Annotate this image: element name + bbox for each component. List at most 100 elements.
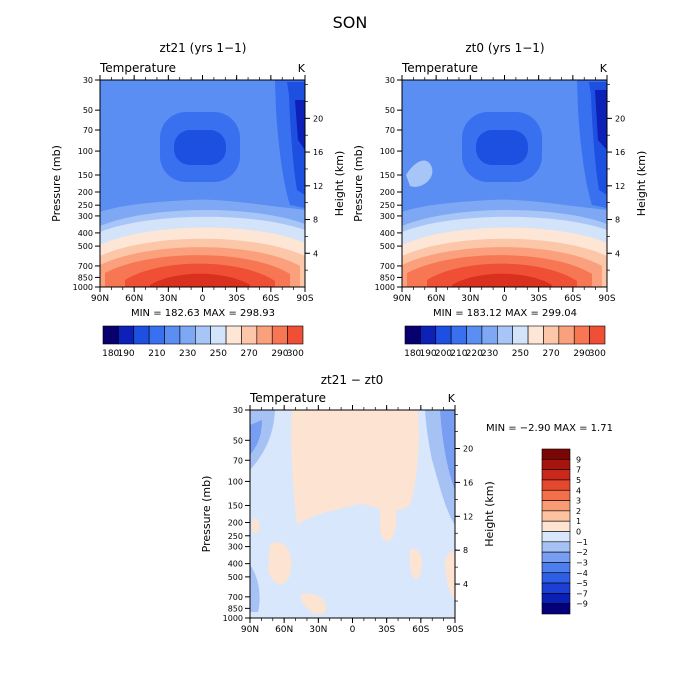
field-band-290 xyxy=(150,273,250,287)
colorbar-box xyxy=(466,325,483,345)
y-tick-label: 500 xyxy=(380,242,395,251)
colorbar-label: 190 xyxy=(117,349,134,359)
x-tick-label: 60N xyxy=(125,294,143,304)
y-tick-label: 30 xyxy=(83,76,93,85)
colorbar-box xyxy=(420,325,437,345)
colorbar-box xyxy=(404,325,421,345)
field-cold-core-inner xyxy=(174,130,226,165)
colorbar-label: 220 xyxy=(466,349,483,359)
y-tick-label: 70 xyxy=(233,456,243,465)
x-tick-label: 0 xyxy=(502,294,508,304)
colorbar-box xyxy=(558,325,575,345)
y-tick-label: 300 xyxy=(78,212,93,221)
y-tick-label: 50 xyxy=(83,106,93,115)
page-title: SON xyxy=(333,13,368,32)
panel-zt0-units: K xyxy=(600,62,608,75)
panel-diff-title: zt21 − zt0 xyxy=(321,373,384,387)
y-tick-label: 100 xyxy=(228,477,243,486)
colorbar-label: 180 xyxy=(404,349,421,359)
y-axis-label: Pressure (mb) xyxy=(200,476,213,553)
field-band-polar-190 xyxy=(295,100,305,150)
colorbar-label: 270 xyxy=(543,349,560,359)
y-tick-label: 300 xyxy=(228,543,243,552)
x-tick-label: 0 xyxy=(350,625,356,635)
y-tick-label: 500 xyxy=(78,242,93,251)
x-tick-label: 90S xyxy=(296,294,313,304)
panel-zt21-min-max: MIN = 182.63 MAX = 298.93 xyxy=(131,308,275,319)
colorbar-label: −7 xyxy=(576,589,588,598)
colorbar-label: 200 xyxy=(435,349,452,359)
colorbar-label: 290 xyxy=(271,349,288,359)
colorbar-label: 5 xyxy=(576,476,581,485)
panel-diff: zt21 − zt0 Temperature K 90N 60N 30N 0 30S 60… xyxy=(200,373,613,635)
field-band-blob-4 xyxy=(380,501,397,542)
colorbar-box xyxy=(541,603,571,615)
colorbar-label: 180 xyxy=(102,349,119,359)
colorbar-label: 300 xyxy=(589,349,606,359)
colorbar-box xyxy=(541,562,571,574)
y-right-tick-label: 16 xyxy=(463,478,473,487)
y-tick-label: 1000 xyxy=(223,614,243,623)
colorbar-box xyxy=(541,593,571,604)
y-tick-label: 100 xyxy=(380,147,395,156)
colorbar-box xyxy=(541,551,571,563)
y-tick-label: 250 xyxy=(380,201,395,210)
panel-diff-units: K xyxy=(448,392,456,405)
panel-zt21-units: K xyxy=(298,62,306,75)
y-right-tick-label: 8 xyxy=(313,216,318,225)
y-axis-label: Pressure (mb) xyxy=(352,145,365,222)
field-band-290 xyxy=(452,273,552,287)
y-tick-label: 250 xyxy=(228,532,243,541)
colorbar-label: 300 xyxy=(287,349,304,359)
y-tick-label: 150 xyxy=(228,501,243,510)
panel-zt0: zt0 (yrs 1−1) Temperature K 90N 60N 30N 0 30… xyxy=(352,41,648,359)
y-tick-label: 200 xyxy=(380,188,395,197)
field-band-right-pos xyxy=(445,551,455,600)
colorbar-box xyxy=(541,489,571,501)
y-tick-label: 500 xyxy=(228,573,243,582)
y-tick-label: 70 xyxy=(83,126,93,135)
field-band-blob-5 xyxy=(409,549,422,579)
colorbar-label: 230 xyxy=(179,349,196,359)
colorbar-box xyxy=(164,325,181,345)
panel-zt0-field xyxy=(402,80,607,287)
colorbar-box xyxy=(541,500,571,512)
field-band-cap xyxy=(402,80,422,112)
colorbar-box xyxy=(450,325,467,345)
y-tick-label: 850 xyxy=(228,604,243,613)
colorbar-label: −9 xyxy=(576,600,588,609)
y-tick-label: 30 xyxy=(385,76,395,85)
colorbar-label: −3 xyxy=(576,558,588,567)
panel-diff-min-max: MIN = −2.90 MAX = 1.71 xyxy=(486,423,613,434)
colorbar-label: 4 xyxy=(576,486,581,495)
colorbar-label: −5 xyxy=(576,579,588,588)
colorbar-label: 1 xyxy=(576,517,581,526)
x-tick-label: 30N xyxy=(309,625,327,635)
colorbar-label: 210 xyxy=(450,349,467,359)
y-tick-label: 200 xyxy=(78,188,93,197)
colorbar-box xyxy=(541,572,571,584)
y-tick-label: 400 xyxy=(380,229,395,238)
colorbar-label: −1 xyxy=(576,538,588,547)
y-tick-label: 30 xyxy=(233,406,243,415)
y-tick-label: 150 xyxy=(78,171,93,180)
field-band-left-neg3 xyxy=(250,420,262,455)
panel-diff-axes: 90N 60N 30N 0 30S 60S 90S 30 50 70 100 150 200 250 300… xyxy=(200,405,496,635)
field-band-polar-190 xyxy=(595,90,607,150)
y-tick-label: 250 xyxy=(78,201,93,210)
colorbar-label: 290 xyxy=(573,349,590,359)
colorbar-label: 9 xyxy=(576,455,581,464)
x-tick-label: 60N xyxy=(275,625,293,635)
x-tick-label: 30S xyxy=(530,294,547,304)
colorbar-box xyxy=(225,325,242,345)
y-tick-label: 700 xyxy=(228,593,243,602)
y-right-tick-label: 12 xyxy=(615,182,625,191)
x-tick-label: 30N xyxy=(461,294,479,304)
panel-diff-subtitle: Temperature xyxy=(249,391,326,405)
x-tick-label: 90N xyxy=(393,294,411,304)
colorbar-box xyxy=(541,531,571,543)
x-tick-label: 60S xyxy=(262,294,279,304)
y-right-tick-label: 20 xyxy=(615,114,625,123)
y-tick-label: 300 xyxy=(380,212,395,221)
